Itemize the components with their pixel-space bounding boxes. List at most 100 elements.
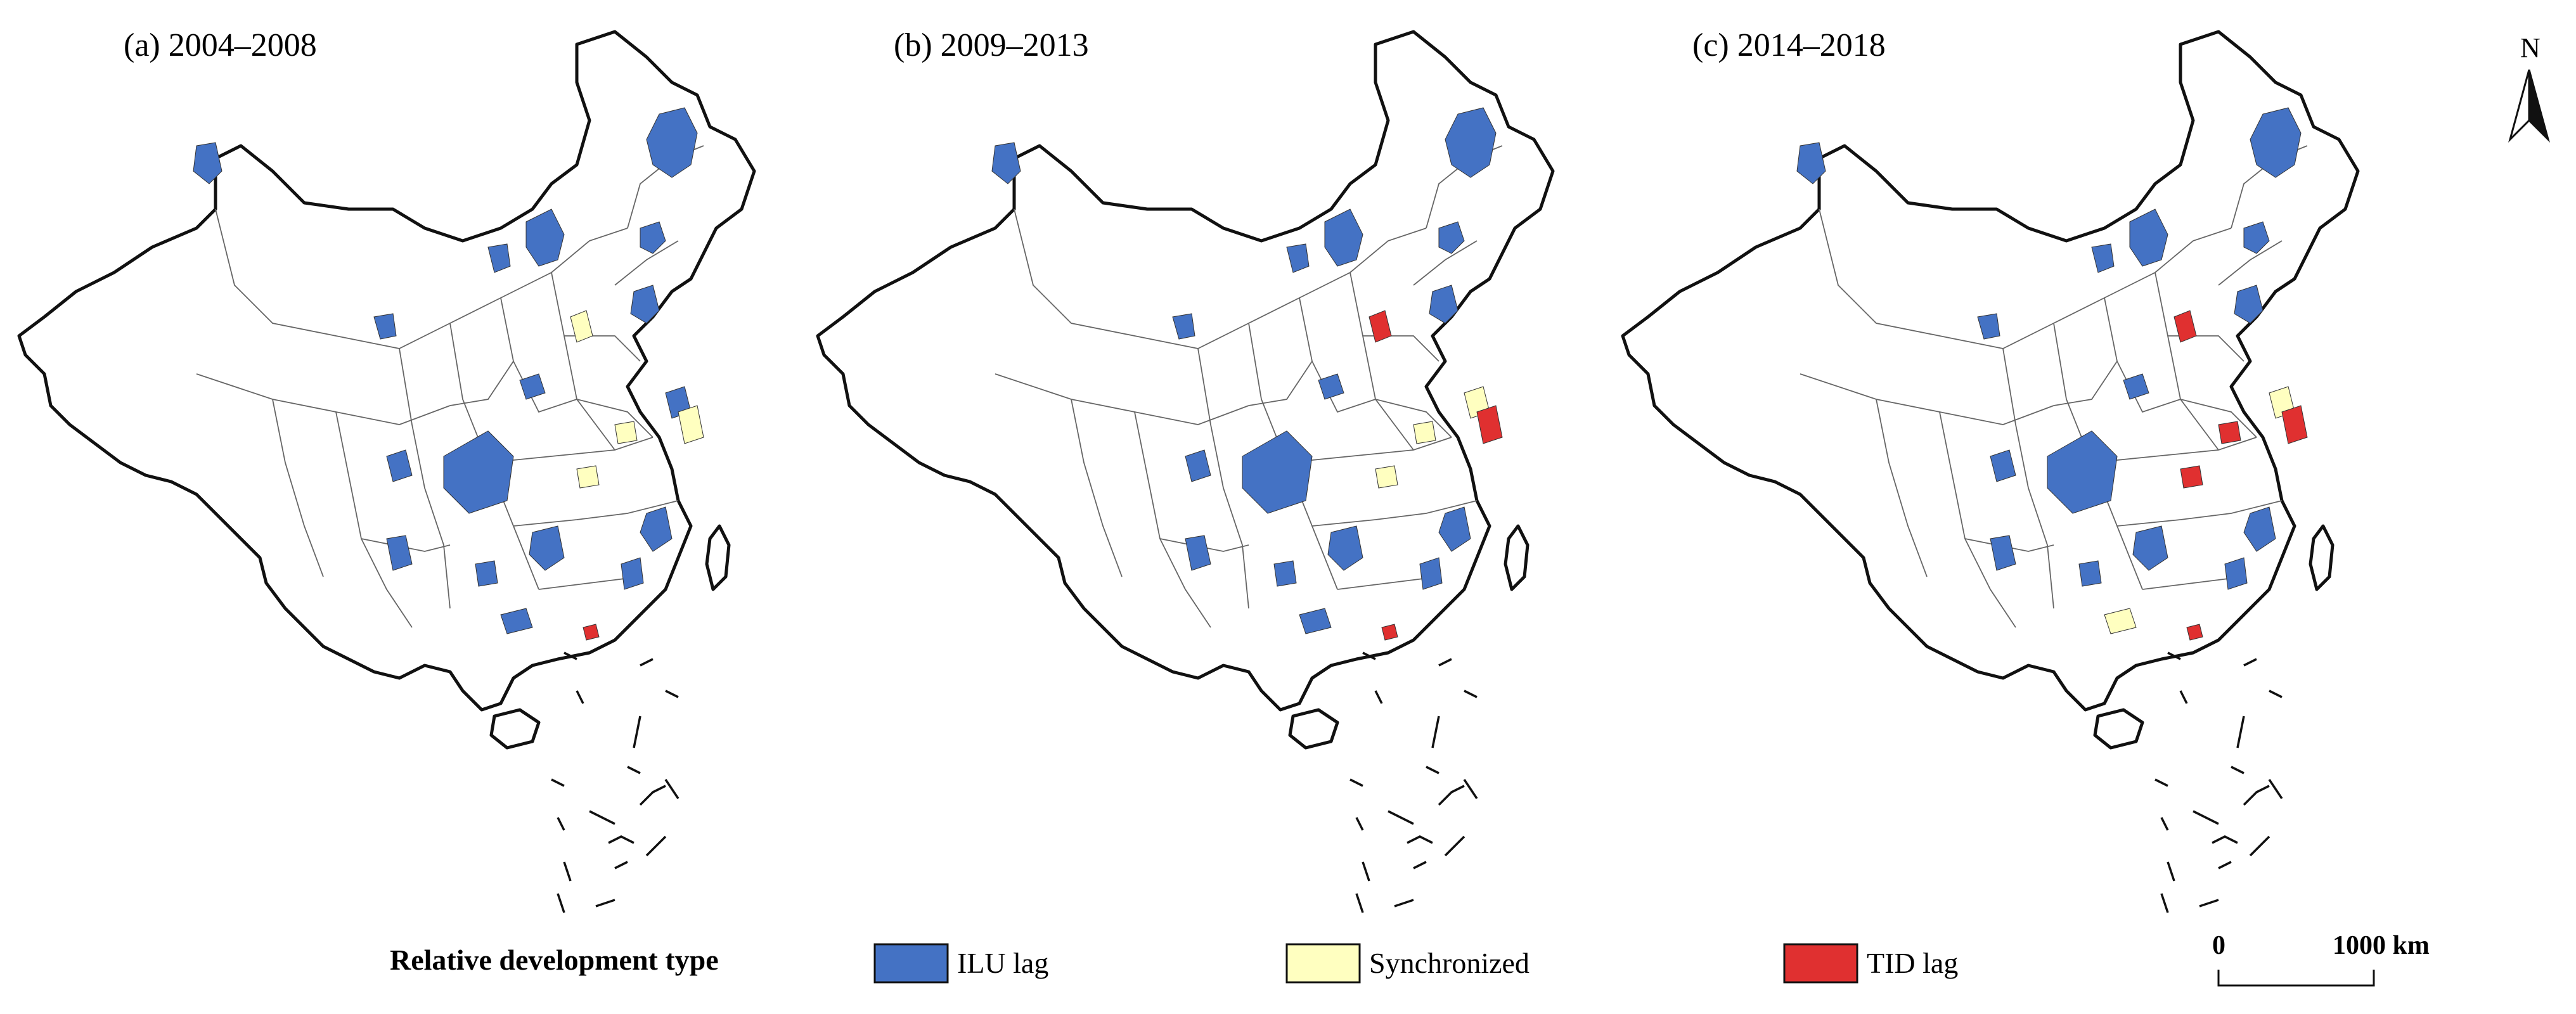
region-ilu (2243, 506, 2276, 552)
hainan-outline (1290, 710, 1337, 748)
region-ilu (519, 373, 546, 400)
region-ilu (2250, 107, 2302, 178)
region-ilu (1438, 506, 1471, 552)
legend-label-sync: Synchronized (1369, 947, 1530, 979)
legend-title: Relative development type (390, 944, 719, 976)
region-ilu (1977, 313, 2000, 340)
panel-title-c: (c) 2014–2018 (1692, 27, 1886, 63)
region-ilu (640, 506, 673, 552)
map-panel-c: (c) 2014–2018 (1623, 27, 2358, 914)
legend-swatch-sync (1285, 943, 1361, 984)
map-panel-a: (a) 2004–2008 (19, 27, 754, 914)
region-ilu (1299, 608, 1332, 634)
region-ilu (1429, 285, 1459, 324)
region-ilu (1286, 243, 1310, 273)
hainan-outline (491, 710, 539, 748)
region-ilu (2078, 560, 2102, 587)
region-ilu (525, 209, 565, 267)
region-ilu (2243, 221, 2270, 254)
region-ilu (1242, 430, 1313, 514)
region-ilu (1990, 535, 2016, 571)
taiwan-outline (2310, 526, 2333, 589)
region-ilu (2123, 373, 2149, 400)
region-ilu (2234, 285, 2264, 324)
region-sync (614, 421, 638, 444)
north-arrow-icon (2528, 69, 2550, 143)
region-sync (2104, 608, 2137, 634)
region-ilu (529, 525, 565, 571)
region-ilu (1273, 560, 1297, 587)
region-ilu (2224, 557, 2248, 590)
region-ilu (646, 107, 698, 178)
hainan-outline (2095, 710, 2142, 748)
region-tid (1476, 405, 1503, 444)
region-tid (583, 624, 600, 641)
region-ilu (991, 142, 1021, 184)
scale-bar-line (2217, 970, 2375, 987)
region-ilu (443, 430, 514, 514)
region-ilu (640, 221, 666, 254)
region-tid (1368, 310, 1392, 343)
china-outline (818, 32, 1553, 710)
region-sync (678, 405, 704, 444)
panel-title-b: (b) 2009–2013 (894, 27, 1089, 63)
china-outline (1623, 32, 2358, 710)
region-tid (2218, 421, 2241, 444)
region-ilu (1185, 535, 1211, 571)
region-ilu (1327, 525, 1363, 571)
region-ilu (386, 449, 413, 482)
legend-swatch-tid (1783, 943, 1858, 984)
region-ilu (1438, 221, 1465, 254)
island-markers (2154, 651, 2283, 914)
region-ilu (2091, 243, 2115, 273)
island-markers (550, 651, 679, 914)
region-sync (1375, 465, 1398, 489)
region-ilu (193, 142, 222, 184)
region-sync (570, 310, 593, 343)
region-ilu (1172, 313, 1195, 340)
legend: Relative development type ILU lag Synchr… (390, 943, 1958, 984)
panel-title-a: (a) 2004–2008 (124, 27, 317, 63)
map-panel-b: (b) 2009–2013 (818, 27, 1553, 914)
island-markers (1349, 651, 1478, 914)
region-ilu (386, 535, 413, 571)
china-outline (19, 32, 754, 710)
region-layer (193, 107, 704, 641)
region-ilu (500, 608, 533, 634)
legend-label-ilu: ILU lag (957, 947, 1048, 979)
region-ilu (2129, 209, 2168, 267)
region-ilu (630, 285, 660, 324)
region-ilu (1318, 373, 1344, 400)
legend-swatch-ilu (873, 943, 949, 984)
region-ilu (487, 243, 511, 273)
region-ilu (1185, 449, 1211, 482)
region-sync (1413, 421, 1436, 444)
region-tid (1381, 624, 1398, 641)
taiwan-outline (1505, 526, 1528, 589)
region-ilu (2132, 525, 2168, 571)
region-ilu (1990, 449, 2016, 482)
region-ilu (1796, 142, 1826, 184)
region-ilu (2047, 430, 2118, 514)
region-layer (991, 107, 1503, 641)
north-arrow: N (2508, 32, 2550, 143)
region-sync (576, 465, 600, 489)
region-tid (2186, 624, 2203, 641)
region-ilu (373, 313, 397, 340)
region-ilu (621, 557, 644, 590)
taiwan-outline (707, 526, 729, 589)
region-tid (2281, 405, 2308, 444)
scale-bar: 0 1000 km (2212, 931, 2430, 987)
region-ilu (1445, 107, 1497, 178)
scale-end-label: 1000 km (2333, 931, 2430, 960)
legend-label-tid: TID lag (1867, 947, 1958, 979)
region-ilu (1324, 209, 1363, 267)
scale-start-label: 0 (2212, 931, 2225, 960)
region-layer (1796, 107, 2308, 641)
region-tid (2180, 465, 2203, 489)
north-label: N (2520, 32, 2541, 63)
region-ilu (1419, 557, 1443, 590)
region-tid (2174, 310, 2197, 343)
region-ilu (475, 560, 498, 587)
